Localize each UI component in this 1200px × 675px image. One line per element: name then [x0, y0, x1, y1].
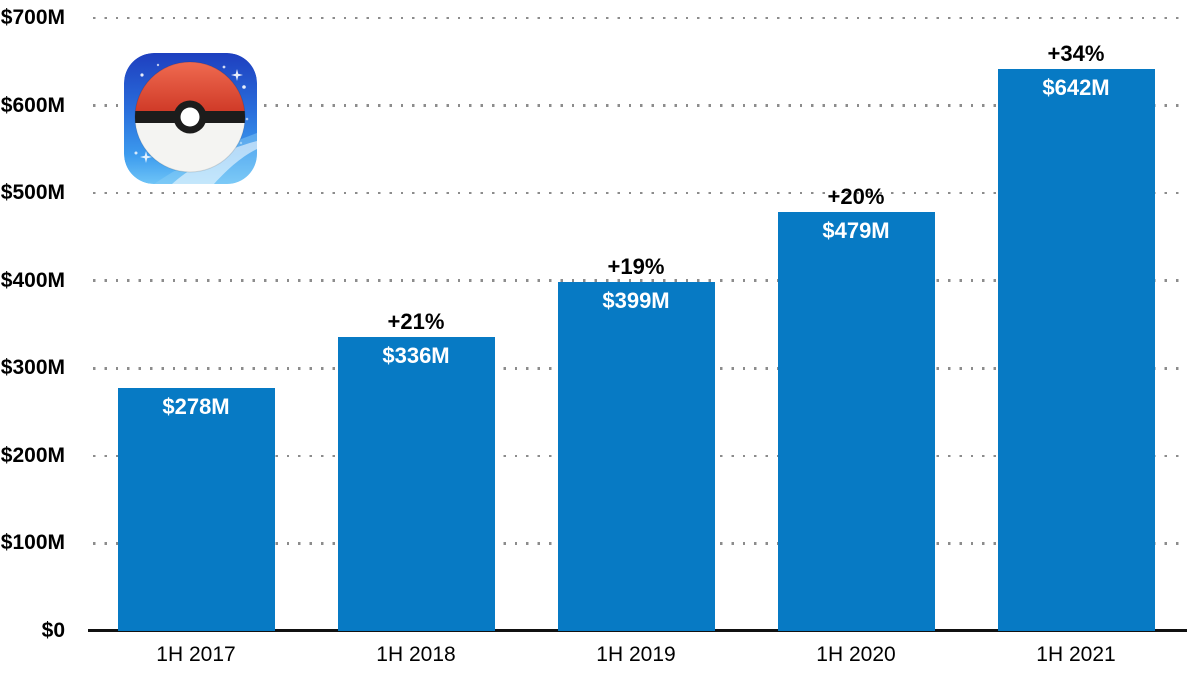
growth-label-1h-2018: +21% [387, 308, 445, 334]
x-axis-tick-label-1h-2021: 1H 2021 [1036, 643, 1116, 666]
bar-1h-2019 [557, 281, 715, 631]
x-axis-tick-label-1h-2020: 1H 2020 [816, 643, 896, 666]
pokemon-go-app-icon [124, 53, 257, 184]
bar-value-label-1h-2020: $479M [822, 217, 890, 243]
y-axis-tick-label: $200M [0, 443, 65, 467]
growth-label-1h-2021: +34% [1047, 40, 1105, 66]
y-axis-tick-label: $500M [0, 181, 65, 205]
gridline-600 [93, 104, 1185, 107]
y-axis-tick-label: $0 [41, 619, 65, 642]
bar-value-label-1h-2021: $642M [1042, 74, 1110, 100]
y-axis-tick-label: $600M [0, 93, 65, 117]
gridline-400 [93, 279, 1185, 282]
growth-label-1h-2020: +20% [827, 183, 885, 209]
y-axis-tick-label: $100M [0, 531, 65, 555]
y-axis-tick-label: $400M [0, 268, 65, 292]
gridline-700 [93, 16, 1185, 20]
bar-1h-2018 [337, 336, 495, 631]
bar-value-label-1h-2019: $399M [602, 287, 670, 313]
bar-value-label-1h-2017: $278M [162, 393, 230, 419]
y-axis-tick-label: $700M [0, 6, 65, 29]
gridline-500 [93, 191, 1185, 195]
x-axis-tick-label-1h-2019: 1H 2019 [596, 643, 676, 666]
bar-value-label-1h-2018: $336M [382, 342, 450, 368]
bar-1h-2021 [997, 68, 1155, 631]
x-axis-tick-label-1h-2018: 1H 2018 [376, 643, 456, 666]
bar-1h-2020 [777, 211, 935, 631]
growth-label-1h-2019: +19% [607, 253, 665, 279]
x-axis-tick-label-1h-2017: 1H 2017 [156, 643, 236, 666]
bar-1h-2017 [117, 387, 275, 631]
y-axis-tick-label: $300M [0, 356, 65, 380]
